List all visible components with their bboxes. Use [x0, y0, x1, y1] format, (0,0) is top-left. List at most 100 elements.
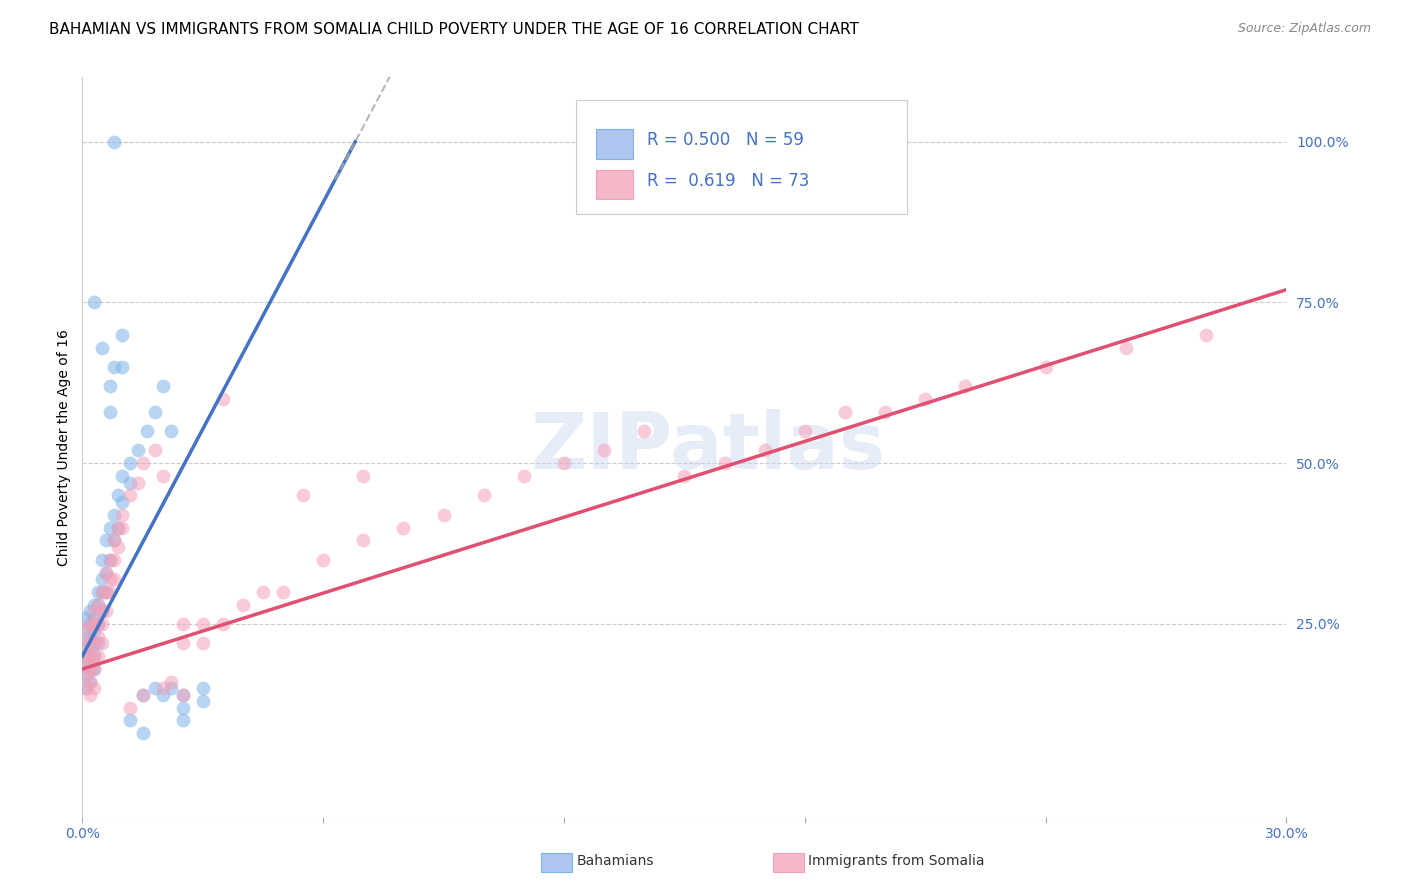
Text: Immigrants from Somalia: Immigrants from Somalia [808, 854, 986, 868]
Y-axis label: Child Poverty Under the Age of 16: Child Poverty Under the Age of 16 [58, 329, 72, 566]
Point [352, 469, 374, 483]
Point [91, 585, 114, 599]
Point [100, 379, 122, 393]
Point [75, 656, 97, 670]
Point [87, 585, 110, 599]
Point [91, 617, 114, 632]
Point [91, 552, 114, 566]
Point [172, 700, 194, 714]
Point [211, 392, 233, 406]
Point [79, 674, 101, 689]
Point [191, 636, 214, 650]
Point [127, 443, 149, 458]
Point [100, 552, 122, 566]
Text: BAHAMIAN VS IMMIGRANTS FROM SOMALIA CHILD POVERTY UNDER THE AGE OF 16 CORRELATIO: BAHAMIAN VS IMMIGRANTS FROM SOMALIA CHIL… [49, 22, 859, 37]
Point [1195, 327, 1218, 342]
Bar [596, 169, 633, 200]
Point [159, 424, 181, 438]
Point [352, 533, 374, 548]
Point [100, 405, 122, 419]
Point [91, 585, 114, 599]
Point [79, 636, 101, 650]
Point [159, 681, 181, 696]
Point [914, 392, 936, 406]
Point [111, 508, 134, 522]
Point [83, 604, 105, 618]
Point [100, 585, 122, 599]
Point [79, 674, 101, 689]
Point [107, 520, 129, 534]
Point [83, 624, 105, 638]
Point [96, 585, 118, 599]
Point [83, 649, 105, 664]
Point [143, 681, 166, 696]
Point [472, 488, 495, 502]
Point [75, 668, 97, 682]
Point [79, 617, 101, 632]
Point [100, 552, 122, 566]
Point [131, 456, 153, 470]
Point [143, 443, 166, 458]
Point [79, 636, 101, 650]
Point [432, 508, 454, 522]
Point [143, 405, 166, 419]
Point [135, 424, 157, 438]
Text: R = 0.500   N = 59: R = 0.500 N = 59 [647, 131, 804, 149]
Point [172, 636, 194, 650]
Point [107, 488, 129, 502]
Point [252, 585, 274, 599]
Point [793, 424, 815, 438]
Point [111, 520, 134, 534]
Point [1035, 359, 1057, 374]
Point [103, 572, 125, 586]
Point [79, 688, 101, 702]
Point [159, 674, 181, 689]
Point [131, 688, 153, 702]
Text: ZIPatlas: ZIPatlas [531, 409, 886, 485]
Point [111, 327, 134, 342]
Point [87, 617, 110, 632]
Point [79, 617, 101, 632]
Text: Bahamians: Bahamians [576, 854, 654, 868]
Point [172, 688, 194, 702]
Point [152, 681, 174, 696]
Point [673, 469, 696, 483]
Point [83, 295, 105, 310]
Point [111, 495, 134, 509]
Point [754, 443, 776, 458]
Point [834, 405, 856, 419]
Point [79, 662, 101, 676]
Point [120, 700, 142, 714]
Point [103, 135, 125, 149]
Point [120, 488, 142, 502]
Point [75, 649, 97, 664]
Point [75, 636, 97, 650]
FancyBboxPatch shape [576, 100, 907, 214]
Point [191, 681, 214, 696]
Point [75, 668, 97, 682]
Point [83, 649, 105, 664]
Point [96, 604, 118, 618]
Point [131, 726, 153, 740]
Point [96, 585, 118, 599]
Point [79, 630, 101, 644]
Point [111, 359, 134, 374]
Point [83, 598, 105, 612]
Point [87, 598, 110, 612]
Point [127, 475, 149, 490]
Point [111, 469, 134, 483]
Point [87, 630, 110, 644]
Point [120, 475, 142, 490]
Point [79, 604, 101, 618]
Point [87, 649, 110, 664]
Point [100, 520, 122, 534]
Point [211, 617, 233, 632]
Point [83, 681, 105, 696]
Point [120, 456, 142, 470]
Point [103, 359, 125, 374]
Point [152, 469, 174, 483]
Point [83, 610, 105, 624]
Point [87, 636, 110, 650]
Point [87, 617, 110, 632]
Point [191, 617, 214, 632]
